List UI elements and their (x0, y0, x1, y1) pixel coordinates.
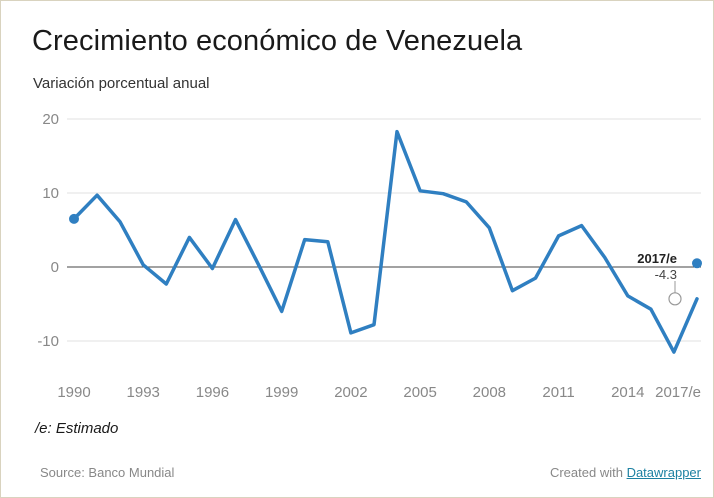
y-tick-label: 0 (51, 259, 59, 276)
annotation-marker (669, 293, 681, 305)
credit-text: Created with Datawrapper (550, 465, 701, 480)
y-axis-ticks: 20 10 0 -10 (37, 111, 59, 350)
x-tick-label: 1993 (127, 384, 160, 401)
x-tick-label: 1990 (57, 384, 90, 401)
start-point (69, 214, 79, 224)
x-tick-label: 2017/e (655, 384, 701, 401)
x-tick-label: 2008 (473, 384, 506, 401)
annotation-label: 2017/e (637, 251, 677, 266)
chart-subtitle: Variación porcentual anual (33, 75, 210, 92)
x-tick-label: 1996 (196, 384, 229, 401)
y-tick-label: -10 (37, 333, 59, 350)
annotation-value: -4.3 (655, 267, 677, 282)
x-tick-label: 1999 (265, 384, 298, 401)
annotation: 2017/e-4.3 (637, 251, 681, 305)
x-tick-label: 2005 (403, 384, 436, 401)
x-tick-label: 2011 (542, 384, 574, 401)
series-line (74, 132, 697, 353)
credit-prefix: Created with (550, 465, 627, 480)
x-axis-ticks: 1990 1993 1996 1999 2002 2005 2008 2011 2014 2017… (57, 384, 701, 401)
y-tick-label: 20 (42, 111, 59, 128)
estimate-note: /e: Estimado (35, 420, 118, 437)
chart-title: Crecimiento económico de Venezuela (32, 25, 522, 58)
y-tick-label: 10 (42, 185, 59, 202)
end-point (692, 258, 702, 268)
source-text: Source: Banco Mundial (40, 465, 174, 480)
datawrapper-link[interactable]: Datawrapper (627, 465, 701, 480)
line-chart: 20 10 0 -10 1990 1993 1996 1999 2002 2005 2008 201… (1, 101, 714, 401)
x-tick-label: 2002 (334, 384, 367, 401)
x-tick-label: 2014 (611, 384, 644, 401)
